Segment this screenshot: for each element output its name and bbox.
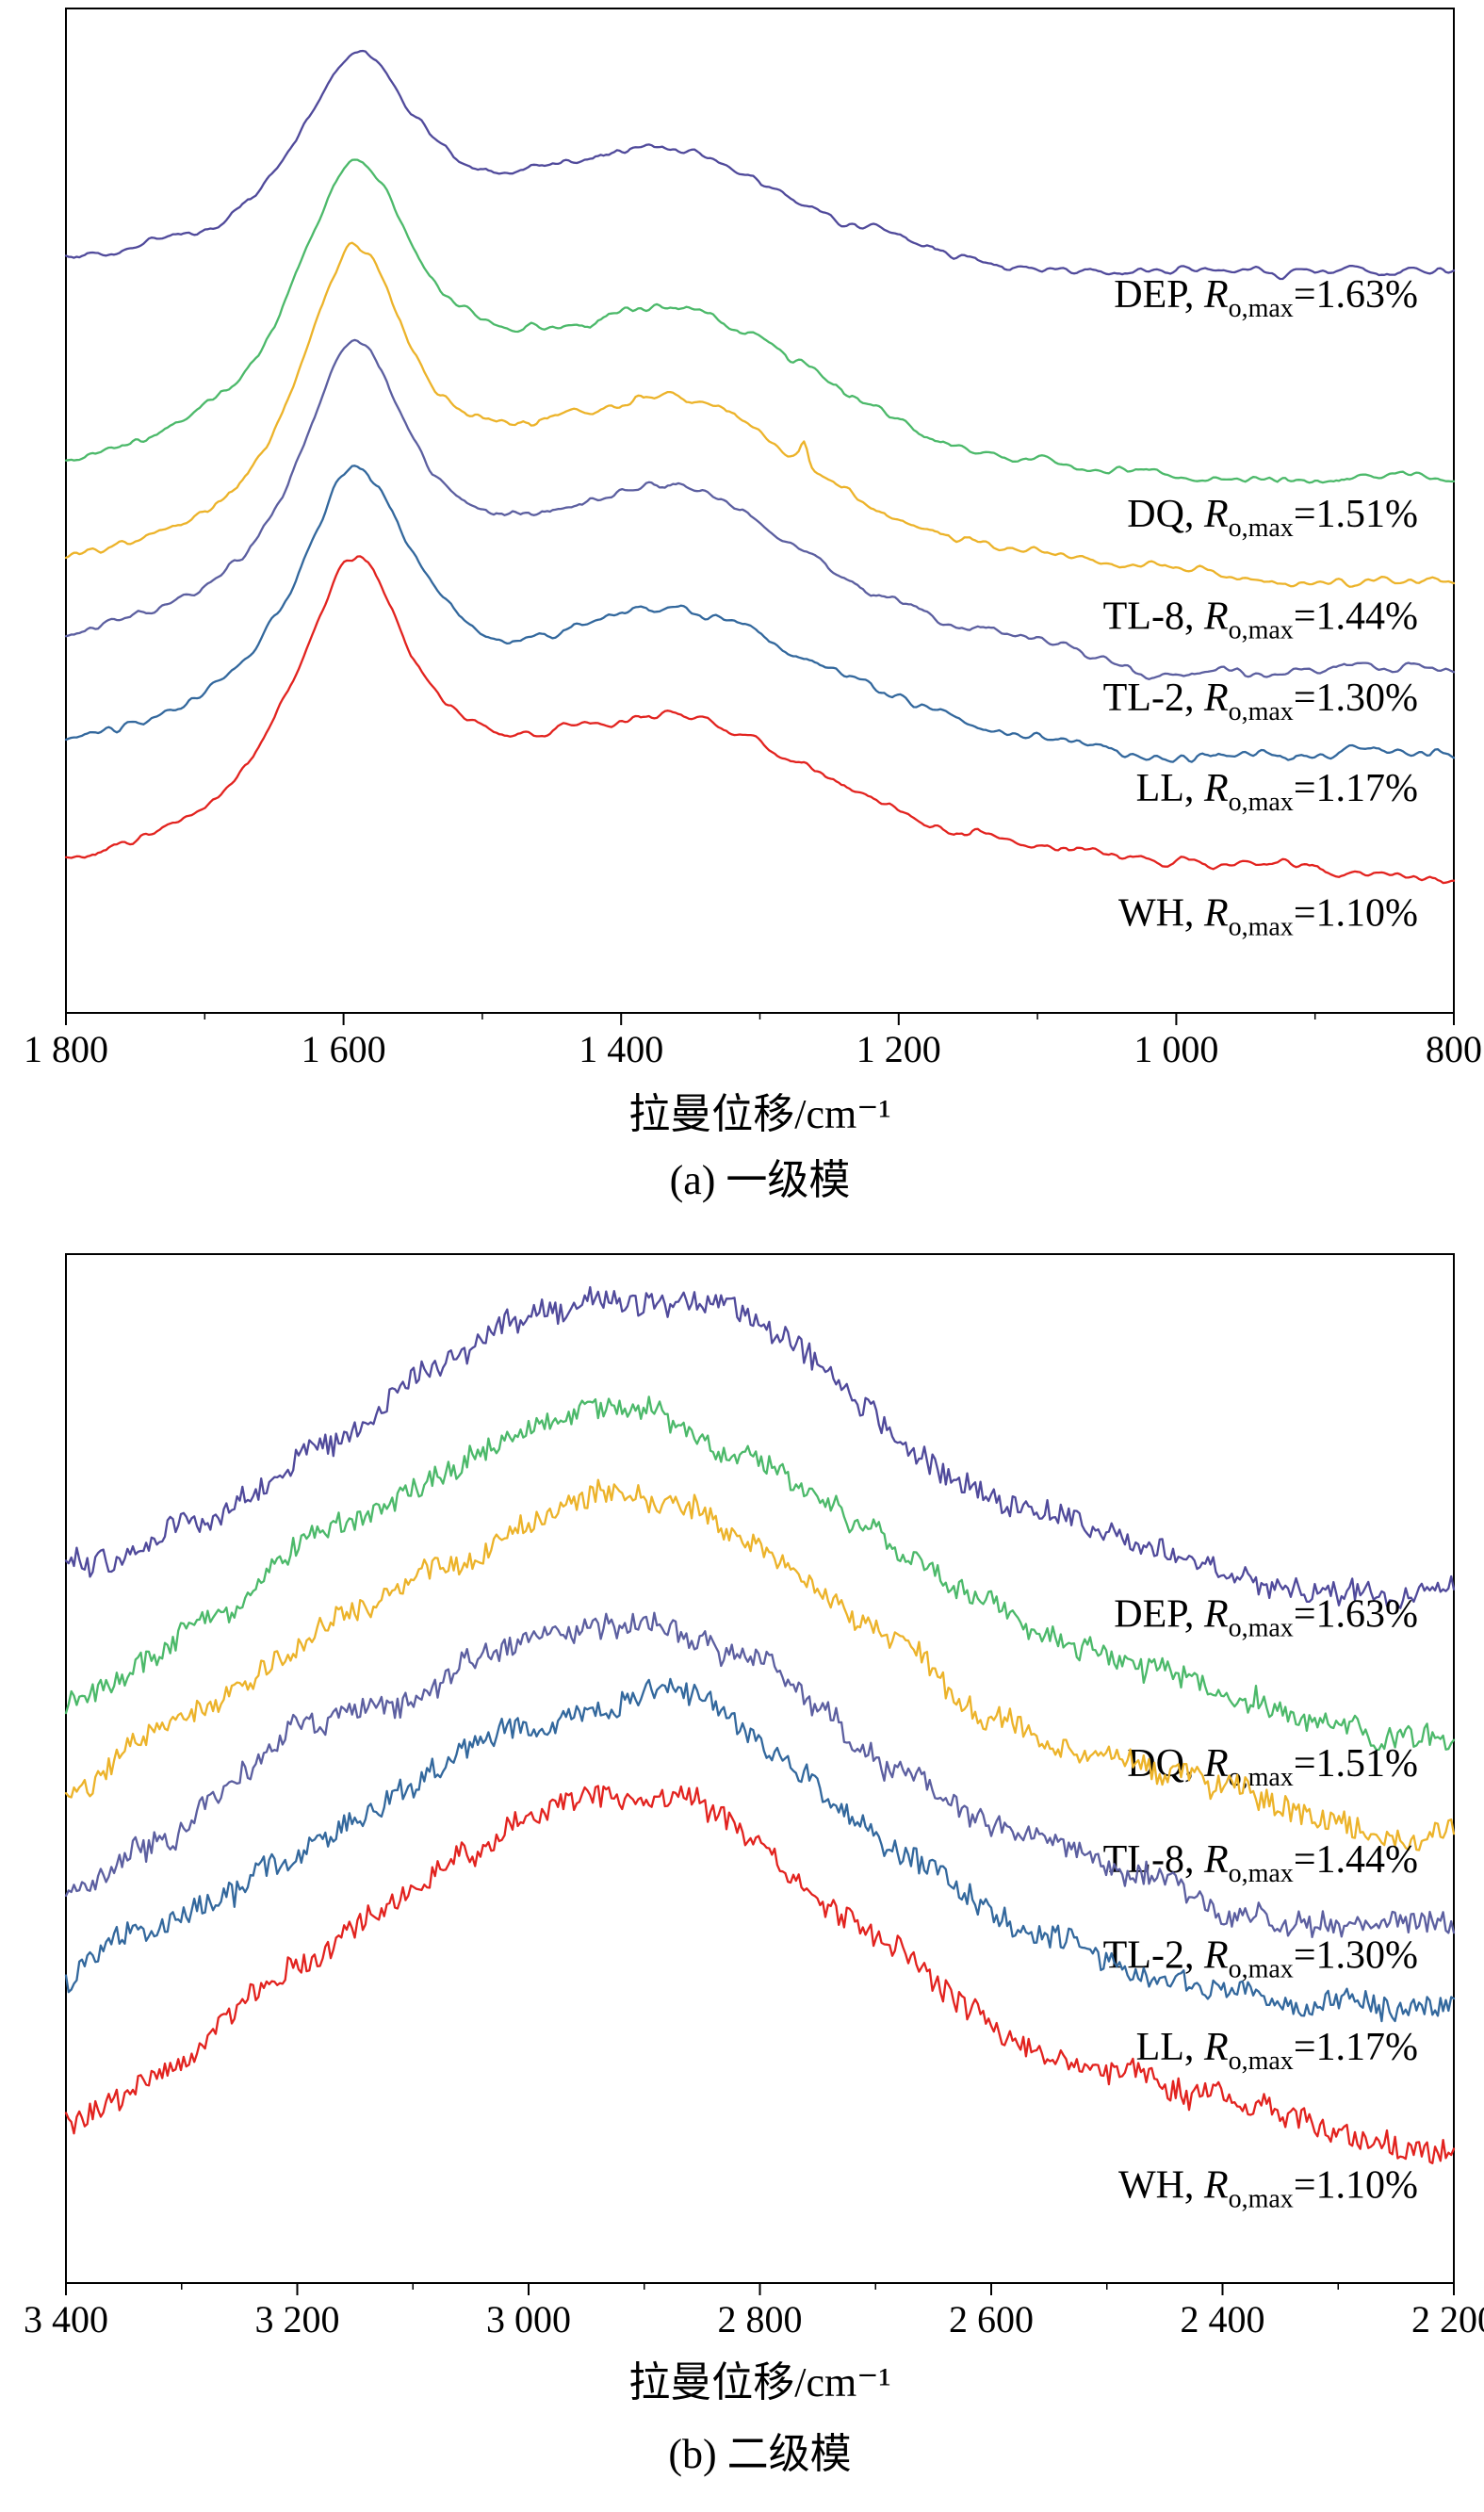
x-axis-label-a: 拉曼位移/cm⁻¹: [628, 1091, 891, 1137]
spectrum-curve-tl-2: [64, 1611, 1456, 1938]
panel-caption-a: (a) 一级模: [669, 1157, 851, 1203]
spectrum-curve-tl-2: [64, 338, 1456, 680]
spectrum-curve-ll: [64, 1677, 1456, 2023]
x-tick-label: 1 400: [579, 1028, 663, 1070]
series-label-wh: WH, Ro,max=1.10%: [1118, 891, 1418, 941]
spectrum-curve-tl-8: [64, 241, 1456, 588]
chart-panel-a: 1 800 1 600 1 400 1 200 1 000 800 DEP, Ro,max=…: [0, 8, 1484, 1088]
x-tick-label: 1 200: [856, 1028, 941, 1070]
series-label-tl-2: TL-2, Ro,max=1.30%: [1103, 677, 1418, 726]
x-tick-label: 2 400: [1181, 2298, 1265, 2341]
x-tick-label: 2 200: [1411, 2298, 1484, 2341]
x-tick-label: 1 000: [1133, 1028, 1218, 1070]
x-tick-label: 2 800: [718, 2298, 803, 2341]
spectra-plot-b: 3 400 3 200 3 000 2 800 2 600 2 400 2 200 DEP, …: [24, 1253, 1484, 2341]
x-tick-label: 1 600: [302, 1028, 386, 1070]
series-label-wh: WH, Ro,max=1.10%: [1118, 2163, 1418, 2213]
x-axis-label-b: 拉曼位移/cm⁻¹: [628, 2359, 891, 2406]
series-label-ll: LL, Ro,max=1.17%: [1136, 2026, 1418, 2076]
spectrum-curve-dep: [64, 49, 1456, 281]
spectrum-curve-dq: [64, 1395, 1456, 1752]
spectrum-curve-ll: [64, 465, 1456, 763]
chart-panel-b: 3 400 3 200 3 000 2 800 2 600 2 400 2 200 DEP, …: [0, 1253, 1484, 2358]
series-label-tl-8: TL-8, Ro,max=1.44%: [1103, 595, 1418, 645]
series-label-dep: DEP, Ro,max=1.63%: [1114, 1593, 1418, 1643]
series-label-tl-2: TL-2, Ro,max=1.30%: [1103, 1934, 1418, 1984]
x-tick-label: 1 800: [24, 1028, 108, 1070]
series-label-dq: DQ, Ro,max=1.51%: [1127, 493, 1418, 543]
spectrum-curve-wh: [64, 555, 1456, 885]
series-label-tl-8: TL-8, Ro,max=1.44%: [1103, 1838, 1418, 1888]
spectrum-curve-tl-8: [64, 1478, 1456, 1851]
x-tick-label: 2 600: [949, 2298, 1034, 2341]
spectrum-curve-dq: [64, 158, 1456, 484]
panel-caption-b: (b) 二级模: [668, 2431, 852, 2477]
spectra-plot-a: 1 800 1 600 1 400 1 200 1 000 800 DEP, Ro,max=…: [24, 8, 1482, 1070]
x-tick-label: 3 000: [486, 2298, 571, 2341]
x-tick-label: 3 200: [255, 2298, 340, 2341]
spectrum-curve-wh: [64, 1785, 1456, 2164]
x-tick-label: 3 400: [24, 2298, 108, 2341]
x-tick-label: 800: [1426, 1028, 1482, 1070]
spectrum-curve-dep: [64, 1285, 1456, 1609]
series-label-ll: LL, Ro,max=1.17%: [1136, 767, 1418, 817]
series-label-dep: DEP, Ro,max=1.63%: [1114, 273, 1418, 323]
